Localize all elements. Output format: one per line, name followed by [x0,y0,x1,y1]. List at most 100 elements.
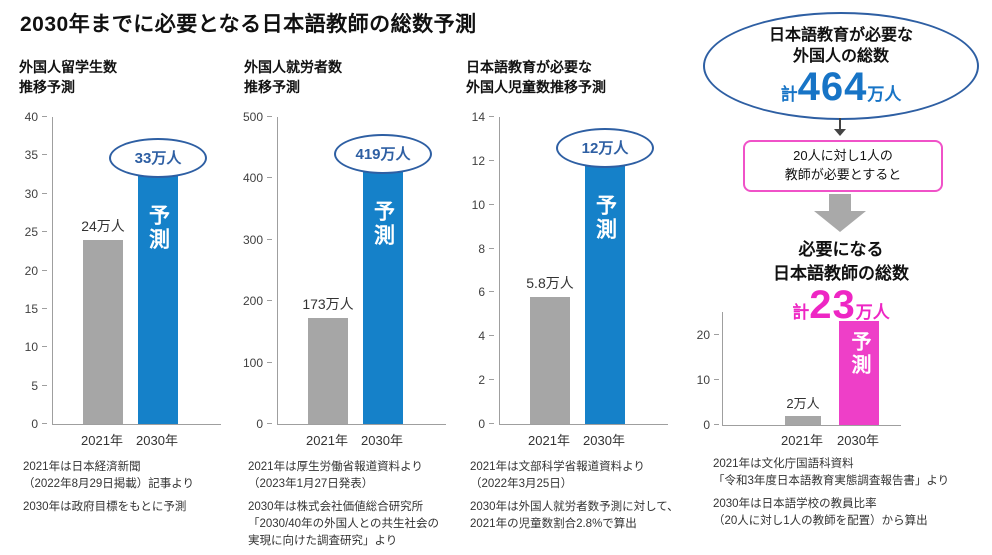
y-tick-label: 15 [24,301,38,316]
forecast-value-oval: 12万人 [556,127,654,168]
chart-notes: 2021年は文部科学省報道資料より （2022年3月25日） 2030年は外国人就労… [470,459,679,538]
x-axis-labels: 2021年 2030年 [499,430,667,448]
teacher-ratio-box: 20人に対し1人の 教師が必要とすると [743,140,943,192]
note-line: 2030年は日本語学校の教員比率 [713,497,877,510]
forecast-text: 予測 [146,203,170,252]
plot-area: 2万人 予測 [722,312,901,426]
chart-title: 外国人留学生数 推移予測 [19,57,117,98]
chart-title-line1: 日本語教育が必要な [466,59,592,75]
plot-wrap: 0 5 10 15 20 25 30 35 40 24万人 33万人 予測 [15,110,227,431]
x-label-2021: 2021年 [528,433,570,448]
y-tick-mark [489,203,494,205]
teachers-needed-value: 計 23 万人 [695,283,987,327]
chart-panel-teachers: 0 10 20 2万人 予測 [695,312,987,432]
note-line: （2022年8月29日掲載）記事より [23,478,195,491]
chart-panel-foreign-students: 外国人留学生数 推移予測 0 5 10 15 20 25 30 35 40 24万人 33万人 … [15,55,237,533]
note-line: 2021年の児童数割合2.8%で算出 [470,517,637,530]
chart-notes: 2021年は厚生労働省報道資料より （2023年1月27日発表） 2030年は株式会… [248,459,439,555]
result-title-line2: 日本語教師の総数 [773,263,909,283]
bar-2030-forecast: 予測 [839,321,879,425]
plot-area: 24万人 33万人 予測 [52,117,221,425]
x-label-2030: 2030年 [837,433,879,448]
y-tick-mark [267,177,272,179]
forecast-value-label: 33万人 [134,150,182,168]
y-tick-label: 20 [696,327,710,342]
plot-wrap: 0 2 4 6 8 10 12 14 5.8万人 12万人 予測 [462,110,674,431]
bar-2030-forecast: 419万人 予測 [334,133,432,424]
plot-area: 5.8万人 12万人 予測 [499,117,668,425]
y-tick-mark [42,116,47,117]
plot-area: 173万人 419万人 予測 [277,117,446,425]
chart-title-line2: 外国人児童数推移予測 [466,79,606,96]
note-group: 2021年は文部科学省報道資料より （2022年3月25日） [470,459,679,494]
y-tick-mark [42,192,47,194]
y-tick-mark [489,379,494,381]
bar-2021: 2万人 [785,396,821,425]
x-label-2030: 2030年 [583,433,625,448]
summary-panel: 日本語教育が必要な 外国人の総数 計 464 万人 20人に対し1人の 教師が必… [695,8,987,536]
y-tick-mark [267,361,272,363]
y-tick-mark [489,335,494,337]
y-tick-label: 35 [24,148,38,163]
y-tick-label: 200 [242,294,263,309]
y-tick-label: 5 [31,378,38,393]
result-title-line1: 必要になる [798,240,884,259]
note-line: 「2030/40年の外国人との共生社会の [248,517,439,530]
note-line: 実現に向けた調査研究」より [248,535,398,547]
result-title: 必要になる 日本語教師の総数 [695,238,987,286]
y-axis: 0 100 200 300 400 500 [240,110,272,431]
note-line: （2023年1月27日発表） [248,478,374,491]
page-title: 2030年までに必要となる日本語教師の総数予測 [20,13,477,36]
bubble-line1: 日本語教育が必要な [768,27,913,45]
y-tick-label: 10 [471,197,485,212]
y-tick-label: 0 [703,418,710,432]
bar-2030-forecast: 12万人 予測 [556,127,654,424]
note-line: 2030年は外国人就労者数予測に対して、 [470,500,679,513]
bar-value-label: 173万人 [302,295,354,312]
forecast-value-label: 12万人 [581,140,629,158]
y-tick-label: 300 [242,232,263,247]
x-label-2021: 2021年 [81,433,123,448]
forecast-value-oval: 419万人 [334,133,432,174]
x-axis-labels: 2021年 2030年 [277,430,445,448]
forecast-text: 予測 [593,193,617,242]
total-foreigners-value: 計 464 万人 [780,64,902,109]
down-arrow-head-icon [834,129,846,136]
y-tick-label: 0 [478,417,485,431]
value-unit: 万人 [855,303,890,322]
note-group: 2030年は政府目標をもとに予測 [23,499,194,516]
y-tick-mark [42,231,47,233]
y-tick-label: 4 [478,329,485,344]
y-tick-mark [267,423,272,424]
y-tick-label: 20 [24,263,38,278]
y-tick-label: 40 [24,110,38,124]
bar-2021: 173万人 [302,296,354,424]
down-arrow-line [839,118,841,130]
y-tick-label: 30 [24,186,38,201]
bubble-line2: 外国人の総数 [792,48,889,65]
forecast-text: 予測 [371,199,395,248]
y-tick-mark [267,238,272,240]
chart-title-line2: 推移予測 [244,79,300,96]
note-group: 2030年は外国人就労者数予測に対して、 2021年の児童数割合2.8%で算出 [470,499,679,534]
chart-panel-foreign-workers: 外国人就労者数 推移予測 0 100 200 300 400 500 173万人 419万… [240,55,462,547]
y-tick-mark [714,424,719,425]
chart-title-line2: 推移予測 [19,79,75,96]
y-tick-label: 10 [696,372,710,387]
value-number: 23 [809,283,856,327]
y-tick-mark [489,159,494,161]
value-prefix: 計 [780,84,798,104]
y-axis: 0 5 10 15 20 25 30 35 40 [15,110,47,431]
note-line: 2021年は文化庁国語科資料 [713,458,854,470]
note-line: 2030年は政府目標をもとに予測 [23,500,187,513]
y-tick-mark [489,291,494,293]
note-line: （20人に対し1人の教師を配置）から算出 [713,514,928,527]
bar-2021: 24万人 [81,218,125,424]
value-number: 464 [797,64,868,109]
y-tick-mark [42,346,47,348]
x-label-2021: 2021年 [306,433,348,448]
y-axis: 0 10 20 [695,312,719,432]
y-tick-label: 100 [242,355,263,370]
y-tick-label: 14 [471,110,485,124]
chart-notes: 2021年は文化庁国語科資料 「令和3年度日本語教育実態調査報告書」より 2030年… [713,456,949,535]
